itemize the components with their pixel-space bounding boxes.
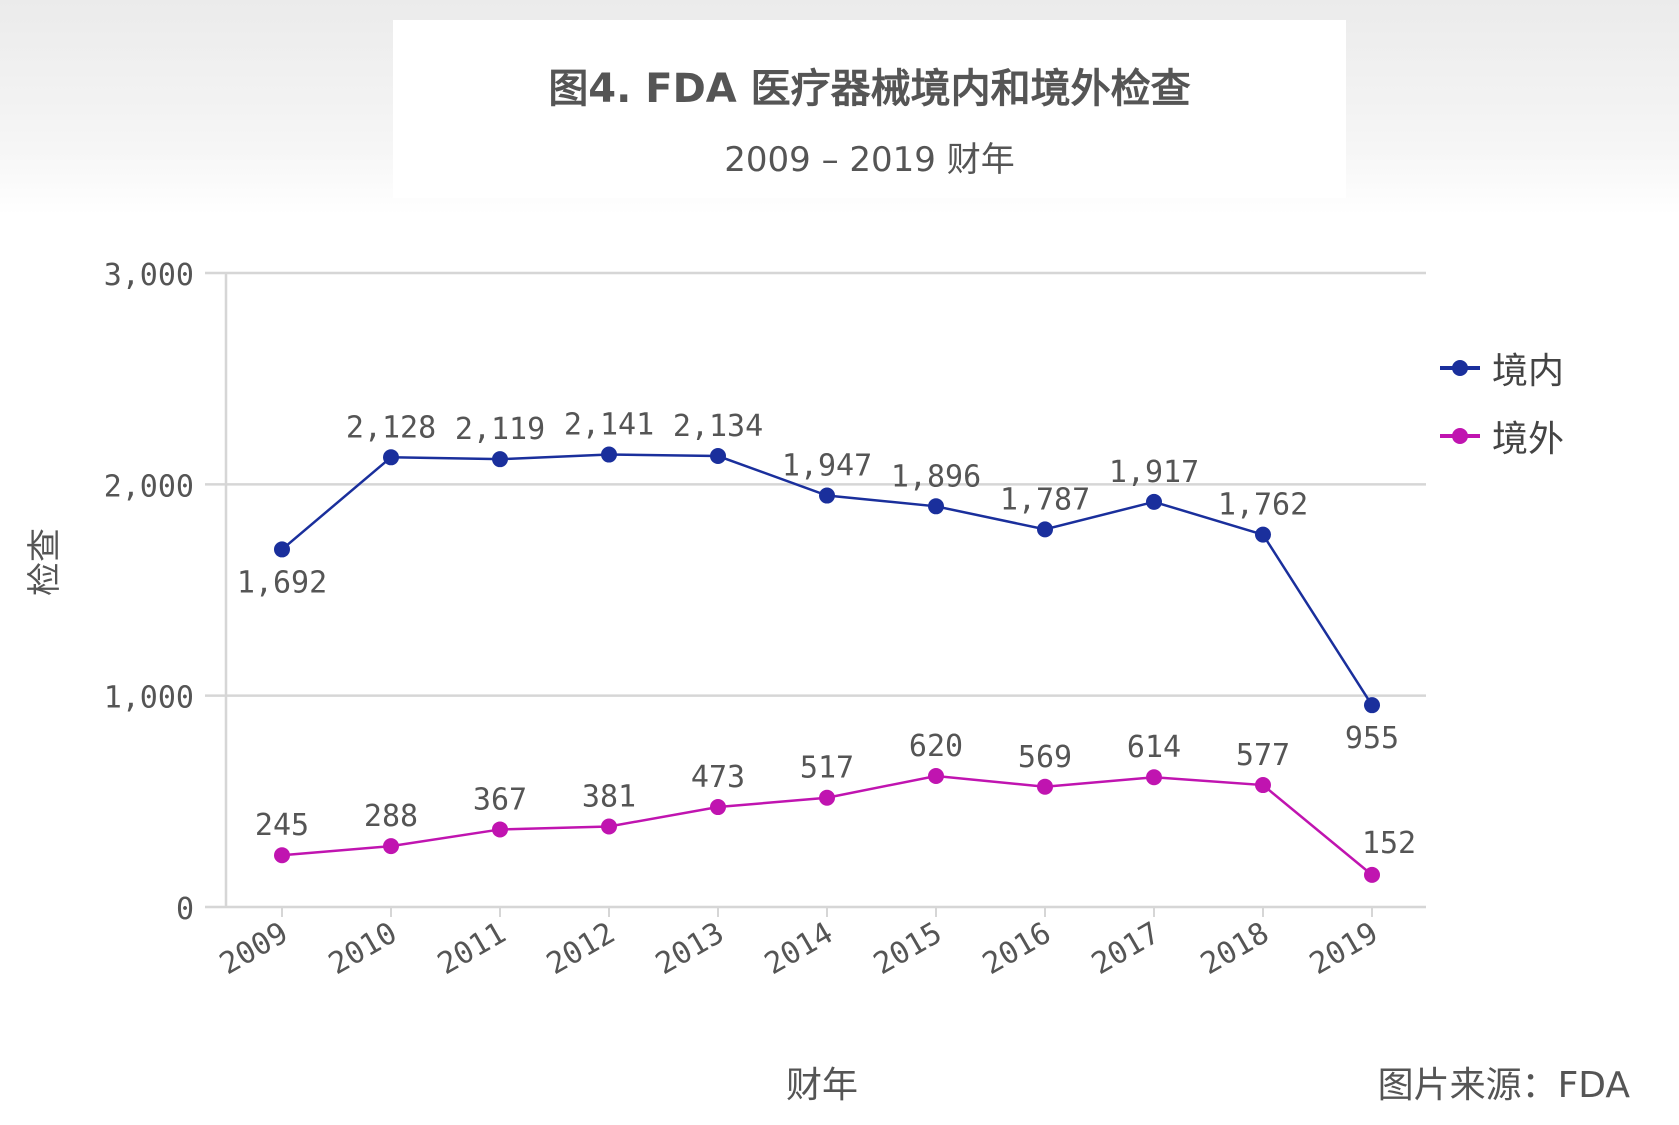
y-axis-title: 检查 (25, 528, 65, 596)
data-label: 620 (909, 729, 963, 764)
data-label: 1,917 (1109, 455, 1199, 490)
y-tick-label: 2,000 (104, 469, 194, 504)
data-labels: 1,692 2,128 2,119 2,141 2,134 1,947 1,896 1,787… (237, 408, 1416, 861)
data-point[interactable] (1037, 778, 1053, 795)
data-label: 614 (1127, 730, 1181, 765)
data-point[interactable] (274, 541, 290, 558)
data-point[interactable] (710, 448, 726, 465)
title-box (393, 20, 1346, 198)
x-tick-label: 2010 (323, 916, 403, 982)
data-label: 245 (255, 808, 309, 843)
data-label: 577 (1236, 738, 1290, 773)
data-point[interactable] (1255, 777, 1271, 794)
data-point[interactable] (383, 838, 399, 855)
x-tick-label: 2014 (759, 916, 839, 982)
x-tick-label: 2017 (1086, 916, 1166, 982)
data-point[interactable] (1364, 866, 1380, 883)
data-point[interactable] (819, 487, 835, 504)
grid-lines (205, 271, 1426, 909)
x-tick-label: 2015 (868, 916, 948, 982)
legend-marker-foreign (1440, 428, 1480, 444)
data-point[interactable] (492, 451, 508, 468)
data-label: 288 (364, 799, 418, 834)
data-point[interactable] (1037, 521, 1053, 538)
data-point[interactable] (928, 498, 944, 515)
x-tick-label: 2016 (977, 916, 1057, 982)
x-tick-label: 2011 (432, 916, 512, 982)
source-note: 图片来源：FDA (1377, 1065, 1630, 1106)
data-point[interactable] (1364, 697, 1380, 714)
x-tick-label: 2009 (214, 916, 294, 982)
data-label: 381 (582, 779, 636, 814)
x-tick-label: 2012 (541, 916, 621, 982)
data-point[interactable] (1146, 493, 1162, 510)
x-tick-label: 2013 (650, 916, 730, 982)
data-label: 2,134 (673, 409, 763, 444)
data-label: 569 (1018, 740, 1072, 775)
legend-marker-domestic (1440, 360, 1480, 376)
legend-item-foreign[interactable]: 境外 (1440, 402, 1564, 470)
data-point[interactable] (601, 446, 617, 463)
data-label: 473 (691, 760, 745, 795)
data-point[interactable] (710, 799, 726, 816)
data-label: 2,128 (346, 410, 436, 445)
y-tick-label: 1,000 (104, 681, 194, 716)
legend-label-foreign: 境外 (1492, 419, 1565, 460)
data-label: 1,787 (1000, 482, 1090, 517)
data-point[interactable] (928, 767, 944, 784)
data-label: 2,119 (455, 412, 545, 447)
legend-label-domestic: 境内 (1492, 351, 1565, 392)
legend-item-domestic[interactable]: 境内 (1440, 334, 1564, 402)
data-label: 1,692 (237, 565, 327, 600)
y-tick-label: 3,000 (104, 258, 194, 293)
x-axis-title: 财年 (785, 1065, 858, 1106)
data-label: 1,947 (782, 449, 872, 484)
data-label: 152 (1362, 826, 1416, 861)
chart-title: 图4. FDA 医疗器械境内和境外检查 (548, 66, 1191, 112)
data-point[interactable] (601, 818, 617, 835)
data-point[interactable] (819, 789, 835, 806)
chart-subtitle: 2009 – 2019 财年 (724, 140, 1015, 180)
data-point[interactable] (1255, 526, 1271, 543)
data-point[interactable] (383, 449, 399, 466)
data-label: 1,762 (1218, 488, 1308, 523)
data-point[interactable] (274, 847, 290, 864)
data-label: 955 (1345, 721, 1399, 756)
axes: 0 1,000 2,000 3,000 2009 2010 2011 2012 2013 2014… (104, 258, 1384, 982)
series-lines (274, 446, 1380, 883)
data-point[interactable] (1146, 769, 1162, 786)
x-tick-label: 2018 (1195, 916, 1275, 982)
data-label: 1,896 (891, 459, 981, 494)
x-tick-label: 2019 (1304, 916, 1384, 982)
data-label: 367 (473, 782, 527, 817)
y-tick-label: 0 (176, 892, 194, 927)
data-point[interactable] (492, 821, 508, 838)
data-label: 2,141 (564, 408, 654, 443)
legend: 境内 境外 (1440, 334, 1564, 470)
data-label: 517 (800, 751, 854, 786)
